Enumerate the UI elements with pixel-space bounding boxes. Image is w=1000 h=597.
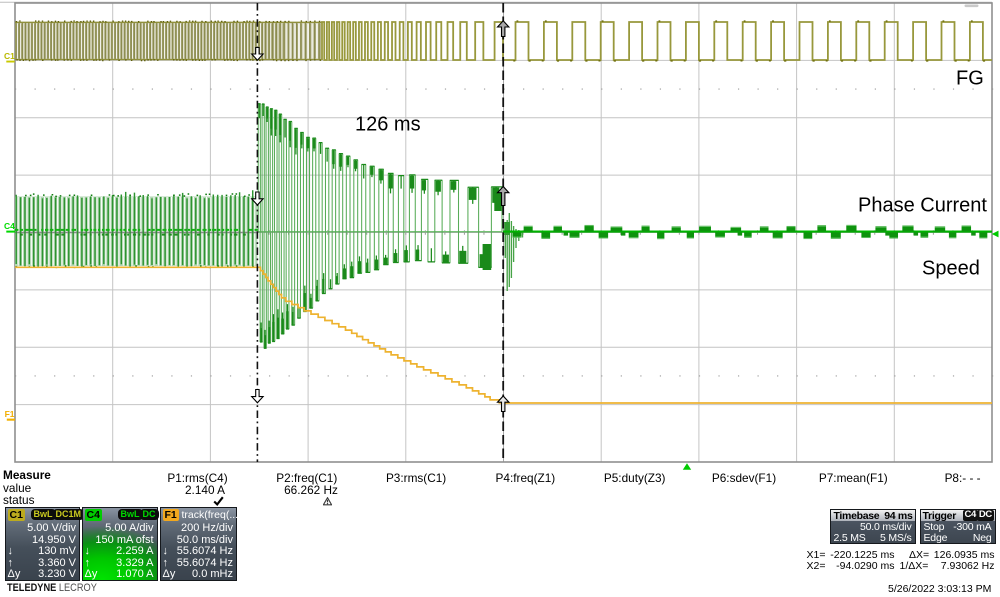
svg-text:F1: F1 bbox=[5, 409, 15, 419]
svg-text:Speed: Speed bbox=[922, 258, 980, 280]
svg-text:126 ms: 126 ms bbox=[355, 114, 421, 136]
svg-text:C4: C4 bbox=[4, 221, 15, 231]
svg-text:Phase Current: Phase Current bbox=[858, 195, 987, 217]
svg-text:FG: FG bbox=[956, 68, 984, 90]
svg-text:C1: C1 bbox=[4, 51, 15, 61]
